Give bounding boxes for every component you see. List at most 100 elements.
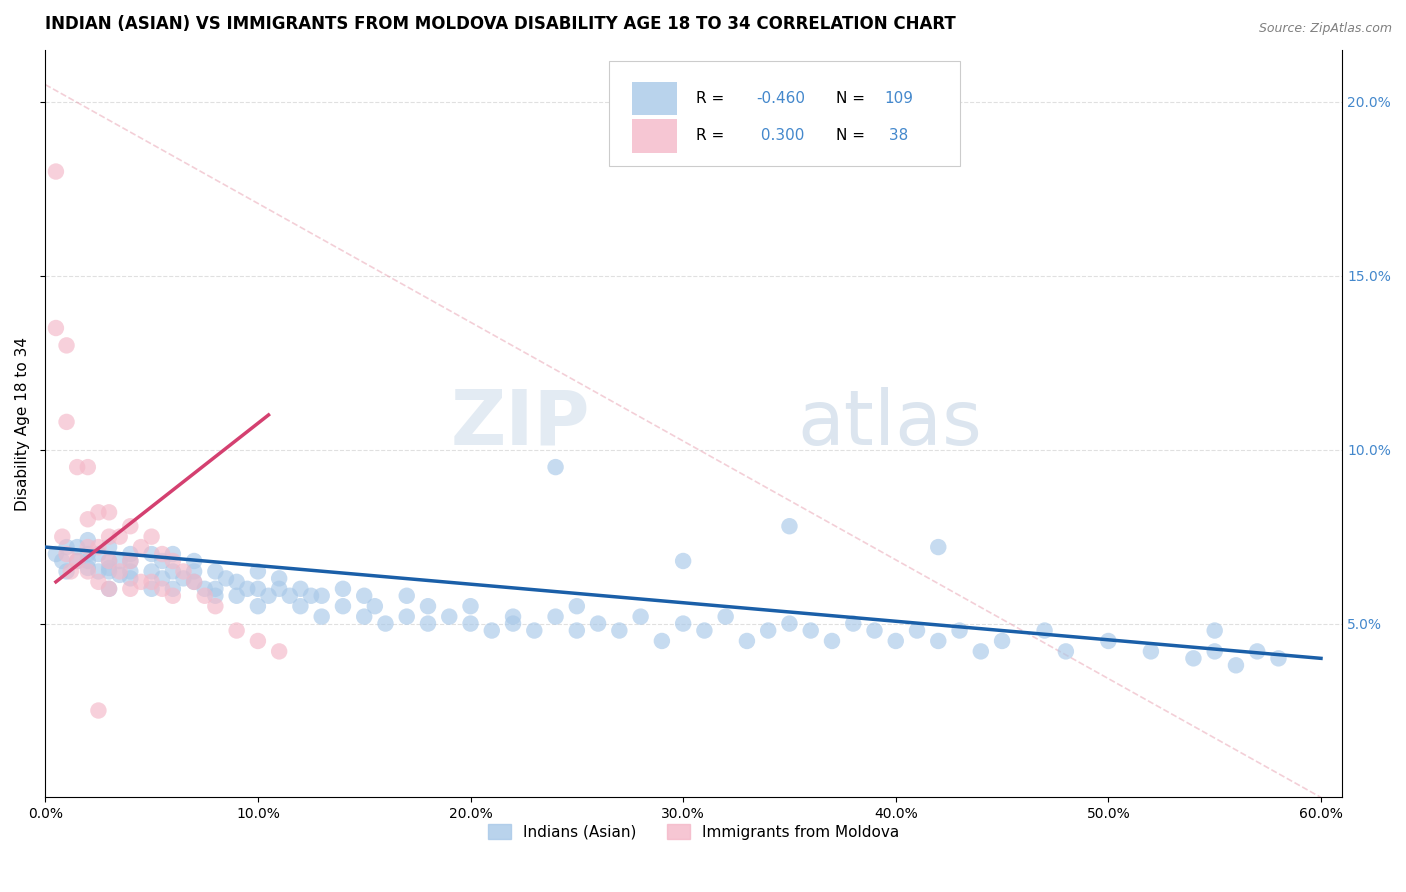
Point	[735, 634, 758, 648]
Point	[108, 565, 131, 579]
Point	[290, 599, 312, 614]
Point	[45, 547, 67, 561]
Point	[108, 554, 131, 568]
Text: ZIP: ZIP	[450, 386, 591, 460]
Point	[460, 616, 482, 631]
Point	[55, 338, 77, 352]
Point	[821, 634, 844, 648]
Point	[991, 634, 1014, 648]
Point	[1097, 634, 1119, 648]
Text: atlas: atlas	[797, 386, 983, 460]
Point	[98, 554, 121, 568]
Point	[905, 624, 928, 638]
Point	[884, 634, 907, 648]
Point	[45, 321, 67, 335]
Point	[672, 554, 695, 568]
Point	[1204, 624, 1226, 638]
Point	[183, 574, 205, 589]
Point	[120, 571, 142, 585]
Point	[183, 565, 205, 579]
Point	[59, 565, 82, 579]
Point	[76, 561, 98, 575]
Point	[225, 589, 247, 603]
Point	[778, 519, 800, 533]
Point	[45, 164, 67, 178]
Point	[502, 609, 524, 624]
Point	[416, 616, 439, 631]
Point	[204, 599, 226, 614]
Point	[150, 582, 173, 596]
Point	[1140, 644, 1163, 658]
Point	[87, 574, 110, 589]
Point	[76, 540, 98, 554]
Point	[842, 616, 865, 631]
Point	[129, 574, 152, 589]
Point	[364, 599, 387, 614]
Point	[162, 565, 184, 579]
Point	[523, 624, 546, 638]
Point	[120, 565, 142, 579]
Point	[66, 460, 89, 475]
Point	[87, 540, 110, 554]
Point	[630, 609, 652, 624]
Point	[76, 512, 98, 526]
Point	[150, 554, 173, 568]
Point	[162, 554, 184, 568]
Point	[1204, 644, 1226, 658]
Point	[374, 616, 396, 631]
Point	[162, 582, 184, 596]
Point	[800, 624, 823, 638]
Point	[66, 554, 89, 568]
Point	[162, 589, 184, 603]
Point	[246, 634, 269, 648]
Point	[246, 582, 269, 596]
Point	[51, 530, 73, 544]
Point	[225, 624, 247, 638]
Point	[98, 582, 121, 596]
Point	[98, 505, 121, 519]
Point	[1182, 651, 1205, 665]
Point	[439, 609, 461, 624]
Text: 109: 109	[884, 91, 914, 106]
Point	[544, 460, 567, 475]
Point	[98, 554, 121, 568]
Point	[204, 582, 226, 596]
Point	[183, 574, 205, 589]
Point	[544, 609, 567, 624]
Point	[120, 554, 142, 568]
Legend: Indians (Asian), Immigrants from Moldova: Indians (Asian), Immigrants from Moldova	[482, 818, 905, 846]
Point	[948, 624, 970, 638]
Point	[87, 565, 110, 579]
Point	[55, 565, 77, 579]
Point	[353, 589, 375, 603]
Point	[87, 704, 110, 718]
Point	[395, 609, 418, 624]
Point	[778, 616, 800, 631]
Point	[586, 616, 609, 631]
Point	[278, 589, 301, 603]
Point	[927, 634, 949, 648]
Point	[756, 624, 779, 638]
Point	[565, 599, 588, 614]
Point	[332, 599, 354, 614]
Point	[215, 571, 238, 585]
Point	[141, 530, 163, 544]
Point	[269, 571, 291, 585]
Point	[87, 505, 110, 519]
Point	[98, 561, 121, 575]
Point	[290, 582, 312, 596]
Point	[353, 609, 375, 624]
Text: INDIAN (ASIAN) VS IMMIGRANTS FROM MOLDOVA DISABILITY AGE 18 TO 34 CORRELATION CH: INDIAN (ASIAN) VS IMMIGRANTS FROM MOLDOV…	[45, 15, 956, 33]
Point	[460, 599, 482, 614]
Text: N =: N =	[837, 128, 866, 144]
Point	[311, 589, 333, 603]
Point	[246, 565, 269, 579]
Point	[1225, 658, 1247, 673]
Bar	[631, 81, 676, 115]
Point	[236, 582, 259, 596]
Point	[204, 565, 226, 579]
Text: 0.300: 0.300	[756, 128, 804, 144]
Point	[269, 582, 291, 596]
Point	[98, 530, 121, 544]
Point	[481, 624, 503, 638]
